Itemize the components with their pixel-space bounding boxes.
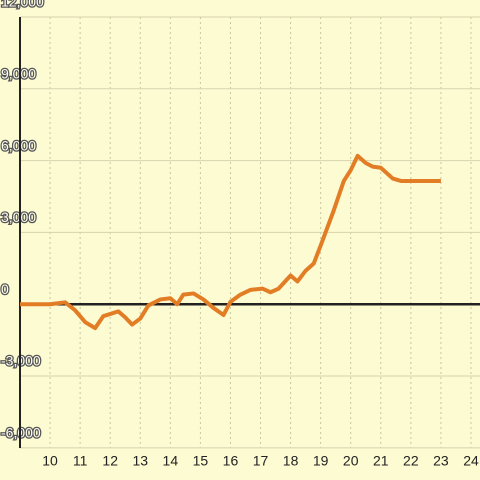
y-tick-label: 12,000 — [1, 0, 44, 10]
x-tick-label: 10 — [42, 453, 58, 469]
x-tick-label: 24 — [463, 453, 479, 469]
x-tick-label: 15 — [193, 453, 209, 469]
x-tick-label: 20 — [343, 453, 359, 469]
x-tick-label: 12 — [102, 453, 118, 469]
x-tick-label: 19 — [313, 453, 329, 469]
y-tick-label: 0 — [1, 281, 9, 297]
data-line — [20, 153, 441, 331]
x-tick-label: 23 — [433, 453, 449, 469]
x-tick-label: 22 — [403, 453, 419, 469]
y-tick-label: 3,000 — [1, 209, 36, 225]
x-tick-label: 13 — [132, 453, 148, 469]
y-tick-label: 6,000 — [1, 137, 36, 153]
x-tick-label: 14 — [163, 453, 179, 469]
x-tick-label: 16 — [223, 453, 239, 469]
y-tick-label: 9,000 — [1, 66, 36, 82]
x-tick-label: 17 — [253, 453, 269, 469]
x-tick-label: 18 — [283, 453, 299, 469]
x-tick-label: 21 — [373, 453, 389, 469]
x-tick-label: 11 — [73, 453, 88, 469]
